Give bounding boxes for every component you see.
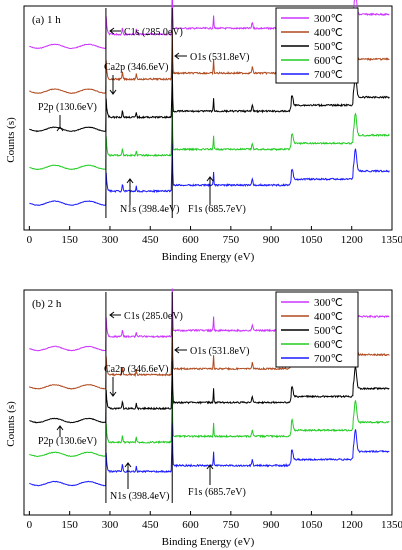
annotation-arrow (124, 462, 132, 489)
annotation-arrow (126, 178, 134, 205)
x-tick-label: 1350 (381, 234, 402, 246)
panel-b: (b) 2 h Counts (s) Binding Energy (eV) 0… (5, 288, 402, 548)
series-line-4 (29, 143, 390, 207)
annotation-arrow (174, 346, 187, 354)
annotation-arrow (109, 27, 121, 35)
legend-label: 300℃ (314, 13, 343, 25)
legend-label: 400℃ (314, 311, 343, 323)
x-tick-label: 1050 (300, 234, 323, 246)
legend-label: 500℃ (314, 41, 343, 53)
x-tick-label: 750 (223, 234, 240, 246)
panel-a-label: (a) 1 h (32, 14, 61, 26)
legend-label: 300℃ (314, 297, 343, 309)
x-tick-label: 1200 (341, 234, 364, 246)
legend-label: 600℃ (314, 339, 343, 351)
panel-a: (a) 1 h Counts (s) Binding Energy (eV) 0… (5, 0, 402, 263)
series-line-3 (29, 107, 390, 171)
annotation-arrow (109, 377, 117, 397)
annotation-arrow (109, 75, 117, 95)
x-tick-label: 1200 (341, 519, 364, 531)
peak-annotation: O1s (531.8eV) (190, 52, 249, 63)
peak-annotation: O1s (531.8eV) (190, 346, 249, 357)
peak-annotation: C1s (285.0eV) (124, 311, 183, 322)
peak-annotation: Ca2p (346.6eV) (104, 364, 168, 375)
annotation-arrow (206, 176, 214, 205)
legend-label: 400℃ (314, 27, 343, 39)
peak-annotation: N1s (398.4eV) (110, 491, 169, 502)
x-tick-label: 600 (182, 519, 199, 531)
annotation-arrow (206, 464, 214, 485)
peak-annotation: F1s (685.7eV) (188, 487, 246, 498)
annotation-arrow (109, 311, 121, 319)
legend-label: 700℃ (314, 69, 343, 81)
panel-a-frame (23, 5, 393, 231)
peak-annotation: Ca2p (346.6eV) (104, 62, 168, 73)
panel-a-xlabel: Binding Energy (eV) (162, 251, 255, 263)
panel-b-ylabel: Counts (s) (5, 401, 17, 447)
annotation-arrow (56, 115, 64, 132)
x-tick-label: 150 (61, 234, 78, 246)
panel-b-frame (23, 289, 393, 516)
x-tick-label: 600 (182, 234, 199, 246)
x-tick-label: 150 (61, 519, 78, 531)
x-tick-label: 300 (102, 234, 119, 246)
x-tick-label: 450 (142, 234, 159, 246)
peak-annotation: N1s (398.4eV) (120, 204, 179, 215)
peak-annotation: P2p (130.6eV) (38, 436, 97, 447)
x-tick-label: 750 (223, 519, 240, 531)
x-tick-label: 300 (102, 519, 119, 531)
peak-annotation: F1s (685.7eV) (188, 204, 246, 215)
x-tick-label: 0 (27, 519, 33, 531)
annotation-arrow (56, 425, 64, 437)
series-line-4 (29, 423, 390, 487)
peak-annotation: C1s (285.0eV) (124, 27, 183, 38)
series-line-3 (29, 394, 390, 458)
legend-label: 600℃ (314, 55, 343, 67)
annotation-arrow (174, 52, 187, 60)
x-tick-label: 0 (27, 234, 33, 246)
panel-b-label: (b) 2 h (32, 298, 62, 310)
x-tick-label: 900 (263, 234, 280, 246)
legend-label: 500℃ (314, 325, 343, 337)
x-tick-label: 900 (263, 519, 280, 531)
legend-label: 700℃ (314, 353, 343, 365)
peak-annotation: P2p (130.6eV) (38, 102, 97, 113)
x-tick-label: 1050 (300, 519, 323, 531)
x-tick-label: 450 (142, 519, 159, 531)
panel-a-ylabel: Counts (s) (5, 117, 17, 163)
panel-b-xlabel: Binding Energy (eV) (162, 536, 255, 548)
series-line-2 (29, 361, 390, 424)
series-line-2 (29, 69, 390, 133)
x-tick-label: 1350 (381, 519, 402, 531)
